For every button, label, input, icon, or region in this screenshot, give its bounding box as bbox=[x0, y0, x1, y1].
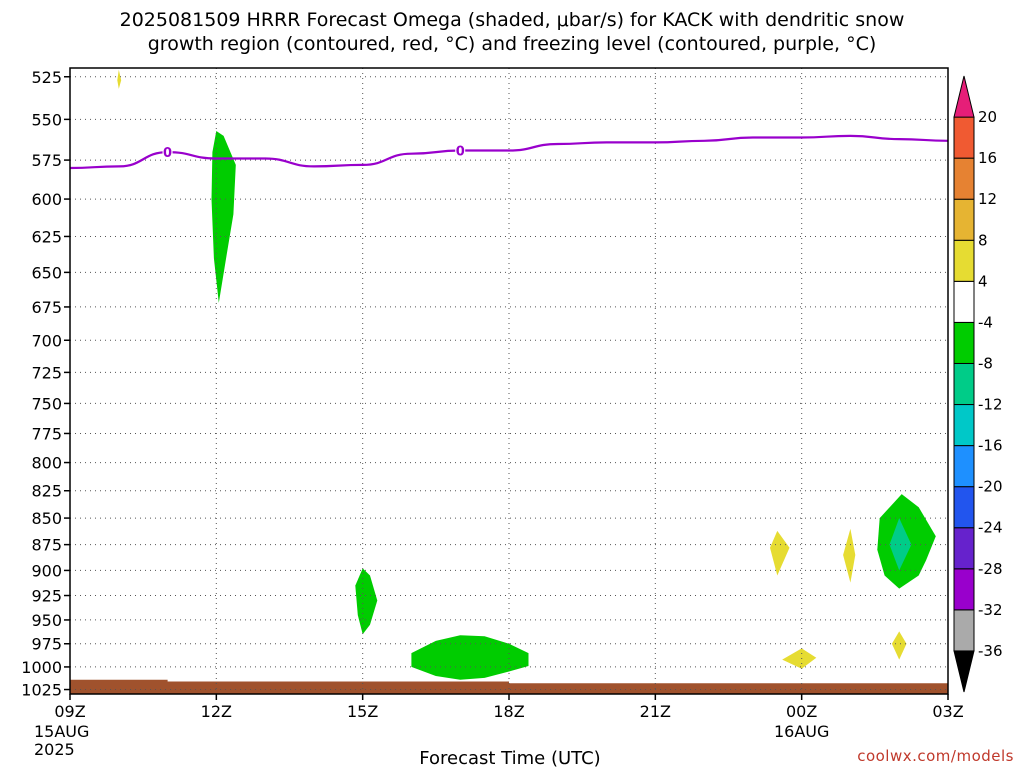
colorbar-swatch-14 bbox=[953, 75, 975, 118]
chart-title-line2: growth region (contoured, red, °C) and f… bbox=[147, 33, 877, 55]
colorbar-swatch-2 bbox=[953, 568, 975, 611]
omega-region-1 bbox=[355, 568, 378, 635]
y-tick-label-525: 525 bbox=[31, 68, 62, 87]
freezing-level-label-0: 0 bbox=[163, 146, 172, 161]
colorbar-label-13: 20 bbox=[978, 108, 997, 126]
colorbar-label-9: 4 bbox=[978, 272, 988, 290]
colorbar-swatch-1 bbox=[953, 609, 975, 652]
colorbar-label-5: -16 bbox=[978, 437, 1003, 455]
y-axis: 525 550 575 600 625 650 675 700 725 750 775 800 825 8… bbox=[21, 68, 70, 700]
colorbar-label-3: -24 bbox=[978, 519, 1003, 537]
omega-region-0 bbox=[211, 131, 236, 303]
colorbar-label-0: -36 bbox=[978, 642, 1003, 660]
colorbar-swatch-9 bbox=[953, 280, 975, 323]
omega-region-8 bbox=[891, 631, 907, 660]
colorbar-swatch-12 bbox=[953, 157, 975, 200]
freezing-level-line bbox=[69, 134, 949, 170]
x-tick-sub1-00Z: 16AUG bbox=[774, 722, 829, 741]
colorbar-label-10: 8 bbox=[978, 231, 988, 249]
x-tick-label-15Z: 15Z bbox=[347, 702, 378, 721]
x-tick-sub2-09Z: 2025 bbox=[34, 740, 75, 759]
y-tick-label-725: 725 bbox=[31, 363, 62, 382]
colorbar-swatch-11 bbox=[953, 198, 975, 241]
x-tick-label-12Z: 12Z bbox=[201, 702, 232, 721]
colorbar-label-4: -20 bbox=[978, 478, 1003, 496]
colorbar-label-12: 16 bbox=[978, 149, 997, 167]
omega-region-2 bbox=[411, 635, 529, 680]
credit-text: coolwx.com/models bbox=[857, 747, 1014, 765]
y-tick-label-850: 850 bbox=[31, 509, 62, 528]
y-tick-label-600: 600 bbox=[31, 190, 62, 209]
freezing-level-label-1: 0 bbox=[456, 144, 465, 159]
x-tick-label-03Z: 03Z bbox=[932, 702, 963, 721]
freezing-label-bg-1 bbox=[455, 142, 466, 158]
colorbar-label-11: 12 bbox=[978, 190, 997, 208]
colorbar-swatch-4 bbox=[953, 486, 975, 529]
surface-fill bbox=[70, 679, 948, 694]
colorbar-label-2: -28 bbox=[978, 560, 1003, 578]
x-tick-label-18Z: 18Z bbox=[493, 702, 524, 721]
x-tick-label-21Z: 21Z bbox=[640, 702, 671, 721]
colorbar-swatch-3 bbox=[953, 527, 975, 570]
x-tick-sub1-09Z: 15AUG bbox=[34, 722, 89, 741]
colorbar-swatch-5 bbox=[953, 445, 975, 488]
omega-region-9 bbox=[117, 69, 122, 89]
x-tick-label-09Z: 09Z bbox=[54, 702, 85, 721]
y-tick-label-875: 875 bbox=[31, 536, 62, 555]
y-tick-label-1000: 1000 bbox=[21, 658, 62, 677]
surface-layer bbox=[70, 679, 948, 694]
omega-region-5 bbox=[770, 530, 790, 576]
x-axis-label: Forecast Time (UTC) bbox=[419, 748, 600, 768]
colorbar-swatch-8 bbox=[953, 321, 975, 364]
y-tick-label-825: 825 bbox=[31, 482, 62, 501]
colorbar-label-6: -12 bbox=[978, 396, 1003, 414]
plot-area bbox=[70, 68, 948, 694]
colorbar-swatch-13 bbox=[953, 116, 975, 159]
y-tick-label-1025: 1025 bbox=[21, 681, 62, 700]
y-tick-label-650: 650 bbox=[31, 263, 62, 282]
y-tick-label-675: 675 bbox=[31, 298, 62, 317]
y-tick-label-950: 950 bbox=[31, 611, 62, 630]
x-tick-label-00Z: 00Z bbox=[786, 702, 817, 721]
y-tick-label-800: 800 bbox=[31, 454, 62, 473]
omega-regions bbox=[117, 69, 936, 680]
freezing-label-bg-0 bbox=[162, 144, 173, 160]
colorbar: -36 -32 -28 -24 -20 -16 -12 -8 -4 4 8 12 16 20 bbox=[953, 75, 1003, 693]
y-tick-label-775: 775 bbox=[31, 424, 62, 443]
plot-background bbox=[70, 68, 948, 694]
y-tick-label-900: 900 bbox=[31, 561, 62, 580]
y-tick-label-925: 925 bbox=[31, 587, 62, 606]
y-tick-label-550: 550 bbox=[31, 110, 62, 129]
y-tick-label-975: 975 bbox=[31, 635, 62, 654]
chart-title-line1: 2025081509 HRRR Forecast Omega (shaded, … bbox=[119, 9, 905, 31]
colorbar-swatch-6 bbox=[953, 404, 975, 447]
colorbar-label-1: -32 bbox=[978, 601, 1003, 619]
y-tick-label-625: 625 bbox=[31, 227, 62, 246]
y-tick-label-575: 575 bbox=[31, 151, 62, 170]
omega-region-7 bbox=[782, 648, 817, 669]
colorbar-swatch-0 bbox=[953, 650, 975, 693]
y-tick-label-700: 700 bbox=[31, 331, 62, 350]
omega-region-6 bbox=[843, 528, 856, 583]
colorbar-label-8: -4 bbox=[978, 313, 993, 331]
y-tick-label-750: 750 bbox=[31, 394, 62, 413]
colorbar-swatch-10 bbox=[953, 239, 975, 282]
colorbar-swatch-7 bbox=[953, 362, 975, 406]
colorbar-label-7: -8 bbox=[978, 354, 993, 372]
